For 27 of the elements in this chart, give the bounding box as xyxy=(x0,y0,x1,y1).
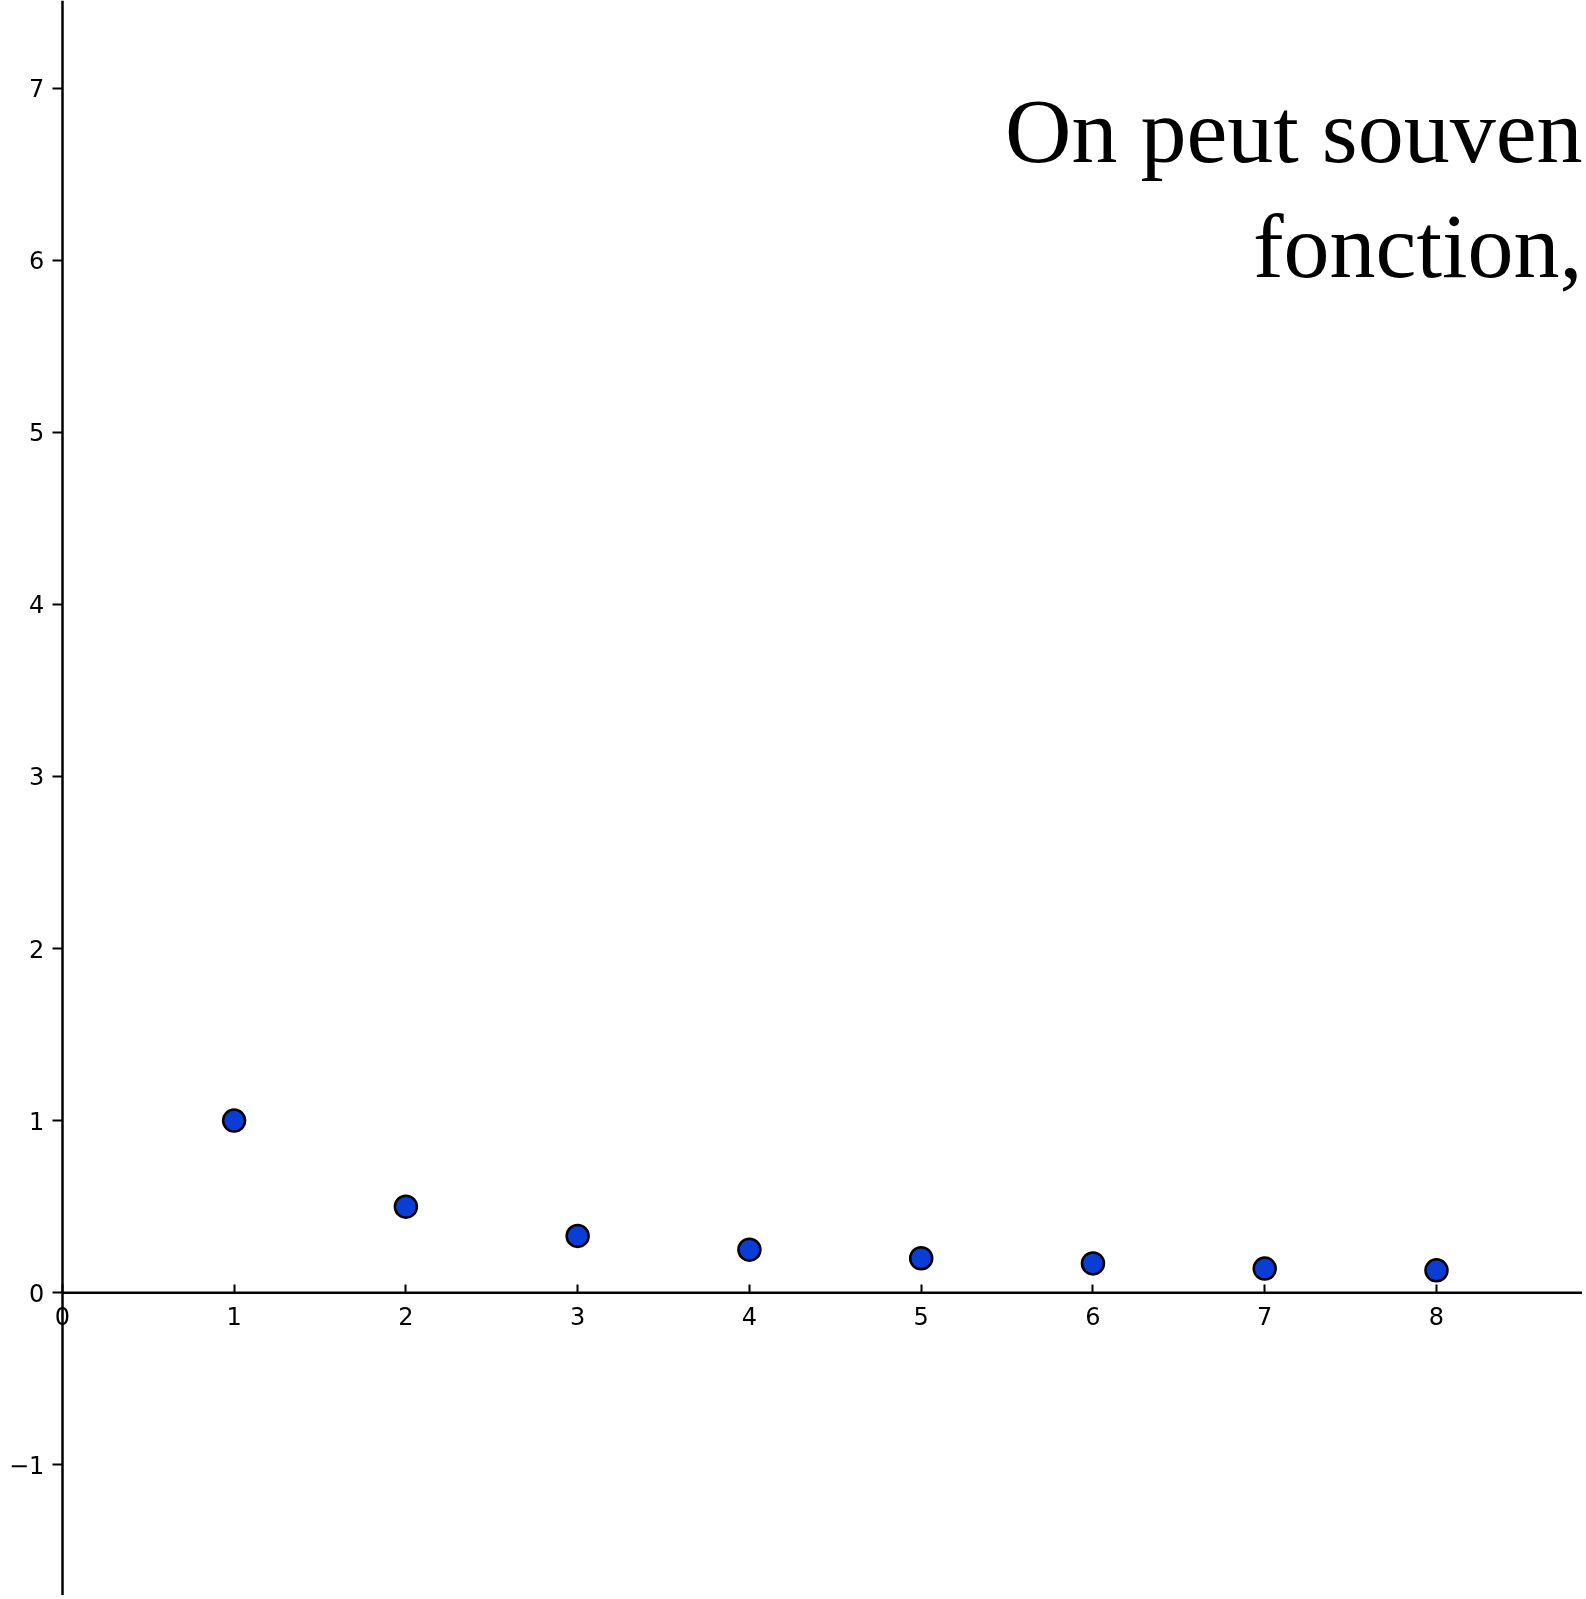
point xyxy=(565,1223,590,1249)
annotation: fonction, xyxy=(1252,194,1583,297)
y-tick-label: 7 xyxy=(29,75,45,104)
y-tick-label: 6 xyxy=(29,247,45,276)
x-tick-label: 5 xyxy=(913,1302,929,1331)
y-tick-label: −1 xyxy=(8,1451,45,1480)
point xyxy=(737,1237,762,1262)
y-tick-label: 5 xyxy=(29,419,45,448)
y-tick-label: 1 xyxy=(29,1107,45,1136)
point xyxy=(1080,1251,1106,1276)
x-tick-label: 3 xyxy=(570,1302,586,1331)
x-tick-label: 8 xyxy=(1428,1302,1445,1331)
y-tick-label: 0 xyxy=(29,1279,45,1308)
point xyxy=(1424,1258,1449,1283)
point xyxy=(1252,1256,1277,1281)
y-tick-label: 3 xyxy=(29,763,45,792)
point xyxy=(393,1194,419,1219)
x-tick-label: 7 xyxy=(1257,1302,1273,1331)
x-tick-label: 6 xyxy=(1085,1302,1101,1331)
x-tick-label: 2 xyxy=(398,1302,414,1331)
x-tick-label: 1 xyxy=(226,1302,242,1331)
y-tick-label: 2 xyxy=(29,935,45,964)
y-tick-label: 4 xyxy=(29,591,45,620)
point xyxy=(908,1246,934,1271)
annotation: On peut souven xyxy=(1005,79,1583,182)
x-tick-label: 4 xyxy=(741,1302,758,1331)
point xyxy=(221,1108,247,1133)
